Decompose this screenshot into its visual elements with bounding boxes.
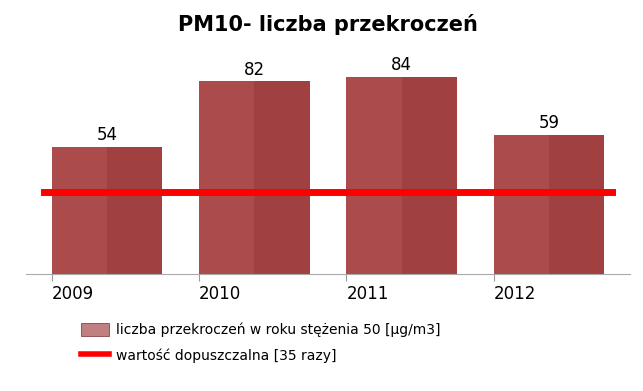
Bar	[494, 135, 604, 274]
Text: 54: 54	[96, 126, 117, 144]
Bar	[199, 81, 254, 274]
Bar	[51, 147, 162, 274]
Text: 82: 82	[244, 61, 265, 79]
Title: PM10- liczba przekroczeń: PM10- liczba przekroczeń	[178, 14, 478, 35]
Text: 59: 59	[539, 115, 559, 133]
Bar	[199, 81, 309, 274]
Bar	[51, 147, 107, 274]
Bar	[347, 77, 402, 274]
Legend: liczba przekroczeń w roku stężenia 50 [µg/m3], wartość dopuszczalna [35 razy]: liczba przekroczeń w roku stężenia 50 [µ…	[81, 323, 440, 363]
Text: 84: 84	[391, 56, 412, 74]
Bar	[347, 77, 457, 274]
Bar	[494, 135, 549, 274]
